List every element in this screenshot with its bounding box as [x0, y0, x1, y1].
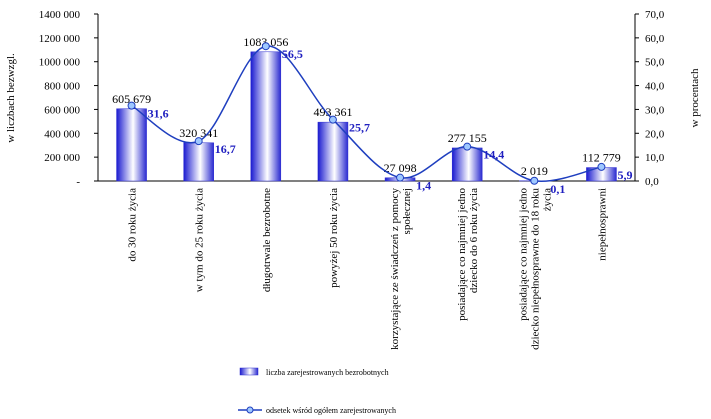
- bar: [250, 51, 282, 182]
- x-tick-label: do 30 roku życia: [127, 188, 139, 262]
- line-marker: [597, 162, 606, 171]
- y2-tick-label: 10,0: [645, 152, 665, 164]
- line-marker: [194, 137, 203, 146]
- bar: [116, 108, 147, 182]
- y-tick-label: 200 000: [44, 152, 80, 164]
- line-marker: [328, 115, 337, 124]
- x-tick-label: niepełnosprawni: [596, 188, 608, 261]
- bar: [317, 121, 349, 182]
- line-value-label: 16,7: [215, 142, 236, 156]
- y2-tick-label: 50,0: [645, 57, 665, 69]
- legend-label: liczba zarejestrowanych bezrobotnych: [266, 368, 389, 377]
- y2-axis-label: w procentach: [689, 68, 701, 127]
- x-tick-label: w tym do 25 roku życia: [194, 188, 206, 292]
- y2-tick-label: 20,0: [645, 128, 665, 140]
- bar-value-label: 1083 056: [243, 35, 288, 49]
- line-marker: [530, 176, 539, 185]
- y-tick-label: 600 000: [44, 104, 80, 116]
- y-tick-label: 1000 000: [39, 57, 81, 69]
- legend-label: odsetek wśród ogółem zarejestrowanych: [266, 406, 396, 415]
- y2-tick-label: 30,0: [645, 104, 665, 116]
- bar-value-label: 320 341: [179, 126, 218, 140]
- bar-value-label: 27 098: [384, 161, 417, 175]
- line-value-label: 14,4: [483, 148, 504, 162]
- line-value-label: 25,7: [349, 121, 370, 135]
- bar: [451, 147, 483, 182]
- x-tick-label: długotrwale bezrobotne: [261, 188, 273, 292]
- bar: [183, 142, 214, 182]
- y2-tick-label: 70,0: [645, 9, 665, 21]
- x-tick-label: powyżej 50 roku życia: [328, 188, 340, 288]
- x-tick-label: posiadające co najmniej jednodziecko do …: [456, 188, 480, 321]
- line-value-label: 0,1: [550, 182, 565, 196]
- y-axis-label: w liczbach bezwzgl.: [5, 53, 17, 143]
- bar-value-label: 605 679: [112, 92, 151, 106]
- x-tick-label: korzystające ze świadczeń z pomocyspołec…: [389, 188, 413, 350]
- line-marker: [396, 173, 405, 182]
- bar-value-label: 2 019: [521, 164, 548, 178]
- legend-swatch: [239, 367, 259, 376]
- y-tick-label: 1400 000: [39, 9, 81, 21]
- x-tick-label: posiadające co najmniej jednodziecko nie…: [517, 188, 553, 350]
- line-marker: [261, 42, 270, 51]
- line-value-label: 1,4: [416, 179, 431, 193]
- line-value-label: 31,6: [148, 107, 169, 121]
- line-marker: [463, 142, 472, 151]
- line: [131, 45, 602, 183]
- y2-tick-label: 0,0: [645, 176, 659, 188]
- line-value-label: 5,9: [617, 168, 632, 182]
- y-tick-label: -: [76, 176, 80, 188]
- line-marker: [127, 101, 136, 110]
- bar-value-label: 277 155: [448, 131, 487, 145]
- y2-tick-label: 60,0: [645, 33, 665, 45]
- line-value-label: 56,5: [282, 47, 303, 61]
- y-tick-label: 400 000: [44, 128, 80, 140]
- y2-tick-label: 40,0: [645, 81, 665, 93]
- y-tick-label: 800 000: [44, 81, 80, 93]
- bar-value-label: 112 779: [582, 151, 621, 165]
- legend-swatch: [246, 406, 254, 414]
- y-tick-label: 1200 000: [39, 33, 81, 45]
